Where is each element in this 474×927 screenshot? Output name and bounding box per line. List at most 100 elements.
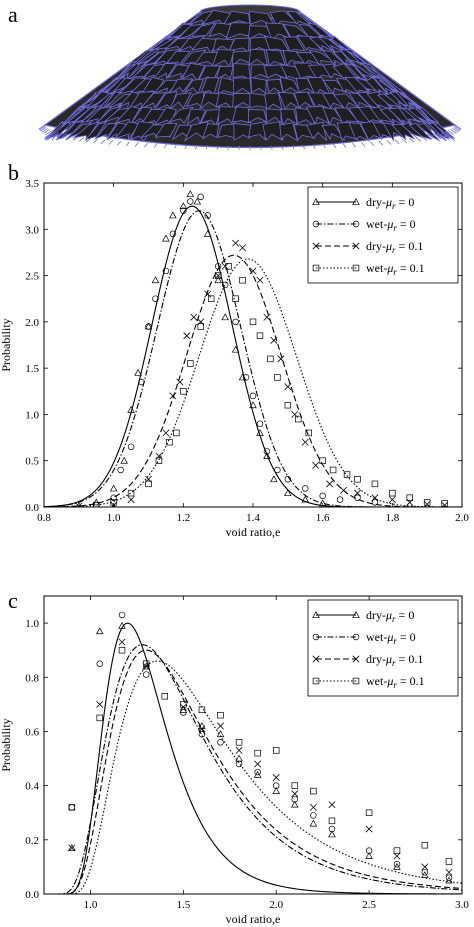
data-point — [277, 355, 285, 363]
legend-marker — [312, 633, 320, 641]
data-point — [274, 374, 281, 381]
mesh-fringe — [205, 145, 208, 150]
mesh-fringe — [292, 145, 295, 150]
data-point — [254, 749, 261, 757]
data-point — [68, 804, 76, 811]
mesh-cell — [131, 62, 158, 79]
mesh-cell — [379, 107, 404, 126]
legend-marker — [352, 611, 360, 618]
mesh-cell — [154, 123, 178, 139]
data-point — [68, 844, 76, 851]
x-tick-label: 1.8 — [385, 512, 399, 524]
mesh-cell — [168, 92, 192, 110]
data-point — [235, 739, 243, 746]
x-tick-label: 2.0 — [269, 899, 283, 911]
mesh-cell — [153, 48, 181, 66]
data-point — [96, 700, 104, 708]
data-point — [421, 842, 429, 849]
data-point — [365, 847, 373, 854]
legend-entry-label: dry-μr = 0 — [366, 195, 414, 211]
mesh-cell — [250, 77, 267, 94]
mesh-cell — [321, 49, 347, 67]
series-fit-line — [44, 649, 462, 894]
data-point — [312, 461, 320, 469]
data-point — [445, 858, 453, 865]
y-tick-label: 0.0 — [25, 502, 39, 514]
legend-box — [307, 186, 459, 284]
panel-b-label: b — [8, 160, 19, 185]
y-axis-label: Probability — [0, 718, 13, 771]
mesh-cell — [265, 108, 282, 125]
data-point — [204, 212, 211, 219]
mesh-fringe — [100, 139, 106, 145]
data-point — [354, 489, 361, 497]
panel-c-label: c — [8, 588, 18, 613]
data-point — [270, 475, 278, 483]
legend-entry-label: wet-μr = 0.1 — [366, 261, 425, 277]
mesh-cell — [277, 91, 303, 111]
mesh-cell — [408, 122, 432, 140]
data-point — [445, 876, 453, 884]
series-fit-line — [44, 622, 462, 894]
mesh-cell — [369, 106, 396, 124]
legend-marker — [352, 264, 360, 272]
mesh-cell — [171, 124, 192, 141]
data-point — [145, 323, 152, 330]
y-tick-label: 2.0 — [25, 317, 39, 329]
mesh-cell — [315, 23, 335, 41]
mesh-cell — [280, 108, 298, 126]
data-point — [138, 378, 145, 386]
y-tick-label: 0.5 — [25, 456, 39, 468]
mesh-cell — [129, 121, 155, 142]
mesh-fringe — [61, 134, 68, 139]
data-point — [340, 486, 348, 494]
chart-panel-b: 0.8 1.0 1.2 1.4 1.6 1.8 2.0 0.0 0.5 1.0 1.5 2.0 2.5 3… — [0, 178, 469, 539]
mesh-cell — [309, 35, 333, 52]
data-point — [238, 373, 247, 381]
data-point — [254, 768, 261, 776]
panel-a-label: a — [8, 2, 18, 27]
legend-marker — [312, 655, 320, 663]
legend-marker — [352, 242, 360, 250]
mesh-fringe — [163, 143, 167, 149]
mesh-cell — [359, 121, 383, 141]
mesh-cell — [177, 23, 206, 40]
series-fit-line — [44, 205, 462, 507]
x-tick-label: 1.6 — [316, 512, 330, 524]
data-point — [120, 456, 128, 464]
data-point — [256, 420, 264, 427]
mesh-cell — [225, 22, 251, 40]
data-point — [68, 844, 76, 852]
mesh-cell — [368, 63, 389, 82]
mesh-cell — [137, 51, 160, 66]
data-point — [151, 276, 160, 284]
data-point — [328, 801, 336, 809]
data-point — [389, 489, 396, 497]
mesh-fringe — [378, 140, 384, 146]
data-point — [214, 276, 222, 284]
data-point — [221, 281, 229, 289]
mesh-cell — [416, 122, 440, 142]
mesh-cell — [216, 77, 236, 96]
mesh-cell — [139, 92, 167, 110]
data-point — [75, 502, 83, 507]
data-point — [207, 295, 215, 302]
data-point — [109, 484, 118, 492]
series-fit-line — [44, 258, 462, 507]
data-point — [110, 499, 117, 506]
mesh-cell — [248, 121, 266, 141]
data-point — [187, 360, 194, 367]
data-point — [186, 190, 195, 198]
chart-panel-c: 1.0 1.5 2.0 2.5 3.0 0.0 0.2 0.4 0.6 0.8 1.0 void ra… — [0, 595, 469, 926]
legend-marker — [312, 242, 320, 250]
mesh-fringe — [216, 145, 219, 150]
data-point — [421, 869, 429, 876]
mesh-fringe — [452, 127, 459, 133]
x-tick-label: 3.0 — [455, 899, 469, 911]
mesh-fringe — [454, 125, 461, 131]
mesh-fringe — [447, 130, 455, 135]
x-axis-label: void ratio,e — [226, 525, 281, 539]
data-point — [198, 725, 206, 733]
mesh-cell — [247, 109, 268, 124]
y-tick-label: 1.5 — [25, 363, 39, 375]
